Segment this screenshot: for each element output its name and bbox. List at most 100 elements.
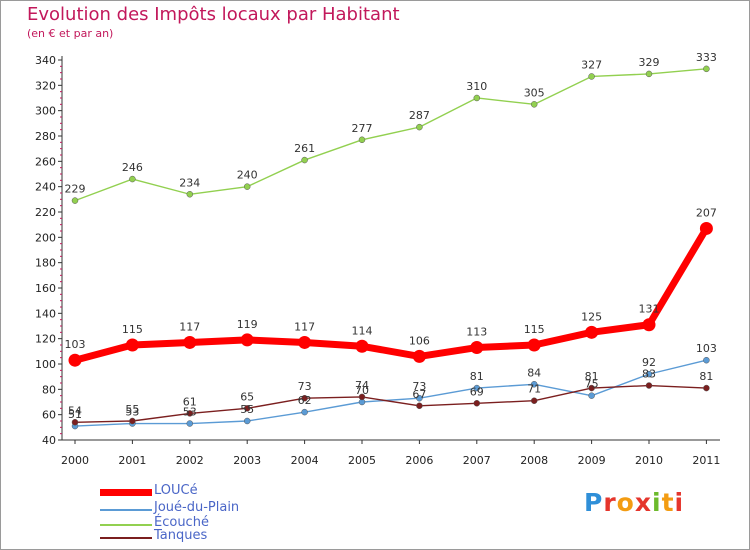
data-point-loucé xyxy=(240,333,254,347)
legend-swatch-loucé xyxy=(100,489,152,496)
data-label-loucé: 114 xyxy=(352,324,373,337)
data-label-joue: 51 xyxy=(68,408,82,421)
data-label-joue: 92 xyxy=(642,356,656,369)
x-tick-label: 2006 xyxy=(405,454,433,467)
x-tick-label: 2003 xyxy=(233,454,261,467)
x-tick-label: 2000 xyxy=(61,454,89,467)
data-label-ecouche: 229 xyxy=(65,183,86,196)
axes: 40 60 80 100 120 140 160 180 200 220 240 260 280 300 3… xyxy=(35,54,720,467)
chart-subtitle: (en € et par an) xyxy=(27,27,114,40)
x-tick-label: 2002 xyxy=(176,454,204,467)
data-point-joue xyxy=(530,381,538,388)
x-tick-label: 2005 xyxy=(348,454,376,467)
data-label-ecouche: 240 xyxy=(237,169,258,182)
data-label-loucé: 113 xyxy=(466,326,487,339)
y-tick-label: 240 xyxy=(35,181,56,194)
x-tick-label: 2011 xyxy=(692,454,720,467)
y-tick-label: 100 xyxy=(35,358,56,371)
data-label-ecouche: 310 xyxy=(466,80,487,93)
data-label-tanques: 55 xyxy=(125,403,139,416)
data-label-joue: 84 xyxy=(527,366,541,379)
data-point-ecouche xyxy=(473,94,481,102)
series-layer xyxy=(68,65,713,430)
data-point-joue xyxy=(243,417,251,425)
data-label-ecouche: 329 xyxy=(639,56,660,69)
y-tick-label: 200 xyxy=(35,231,56,244)
data-label-loucé: 117 xyxy=(294,320,315,333)
y-tick-label: 60 xyxy=(42,409,56,422)
data-point-ecouche xyxy=(71,197,79,204)
proxiti-logo: Proxiti xyxy=(584,488,685,517)
data-point-loucé xyxy=(412,349,426,363)
data-point-loucé xyxy=(355,339,369,353)
y-tick-label: 220 xyxy=(35,206,56,219)
data-point-loucé xyxy=(183,335,197,349)
data-label-loucé: 115 xyxy=(122,323,143,336)
data-point-loucé xyxy=(585,325,599,339)
data-point-loucé xyxy=(125,338,139,352)
data-point-tanques xyxy=(243,405,251,412)
y-tick-label: 260 xyxy=(35,155,56,168)
data-point-joue xyxy=(588,392,595,399)
data-point-joue xyxy=(473,384,481,392)
data-label-loucé: 115 xyxy=(524,323,545,336)
data-label-loucé: 106 xyxy=(409,334,430,347)
data-label-loucé: 117 xyxy=(179,320,200,333)
data-label-ecouche: 327 xyxy=(581,58,602,71)
data-label-ecouche: 234 xyxy=(179,176,200,189)
chart-title: Evolution des Impôts locaux par Habitant xyxy=(27,4,400,25)
x-tick-label: 2009 xyxy=(578,454,606,467)
data-label-loucé: 103 xyxy=(65,338,86,351)
legend-swatch-ecouche xyxy=(100,524,152,526)
x-tick-label: 2008 xyxy=(520,454,548,467)
x-tick-label: 2010 xyxy=(635,454,663,467)
y-tick-label: 340 xyxy=(35,54,56,67)
y-tick-label: 300 xyxy=(35,105,56,118)
data-point-loucé xyxy=(68,353,82,367)
data-label-loucé: 207 xyxy=(696,206,717,219)
data-point-ecouche xyxy=(186,191,194,198)
data-label-tanques: 67 xyxy=(412,388,426,401)
data-label-tanques: 73 xyxy=(298,380,312,393)
data-point-tanques xyxy=(301,394,308,402)
data-point-loucé xyxy=(527,338,541,352)
data-label-tanques: 65 xyxy=(240,390,254,403)
y-tick-label: 320 xyxy=(35,79,56,92)
y-tick-label: 80 xyxy=(42,383,56,396)
data-label-tanques: 54 xyxy=(68,404,82,417)
data-point-joue xyxy=(186,420,194,427)
data-label-loucé: 125 xyxy=(581,310,602,323)
data-point-tanques xyxy=(358,393,366,401)
data-point-ecouche xyxy=(129,175,136,183)
data-label-joue: 73 xyxy=(412,380,426,393)
data-point-ecouche xyxy=(358,136,366,144)
data-label-tanques: 83 xyxy=(642,368,656,381)
data-label-loucé: 131 xyxy=(639,303,660,316)
data-label-tanques: 71 xyxy=(527,383,541,396)
y-tick-label: 120 xyxy=(35,333,56,346)
data-point-tanques xyxy=(473,400,481,407)
y-tick-label: 280 xyxy=(35,130,56,143)
y-tick-label: 140 xyxy=(35,307,56,320)
data-point-loucé xyxy=(699,221,713,235)
y-tick-label: 40 xyxy=(42,434,56,447)
data-label-tanques: 81 xyxy=(585,370,599,383)
data-point-tanques xyxy=(71,419,79,426)
data-label-tanques: 74 xyxy=(355,379,369,392)
series-line-ecouche xyxy=(74,68,708,202)
data-point-joue xyxy=(301,408,308,416)
legend-swatch-joue xyxy=(100,509,152,511)
legend-swatch-tanques xyxy=(100,537,152,539)
data-label-joue: 55 xyxy=(240,403,254,416)
data-point-joue xyxy=(703,356,710,364)
data-point-ecouche xyxy=(703,65,710,73)
data-label-loucé: 119 xyxy=(237,318,258,331)
data-point-joue xyxy=(645,370,653,378)
data-point-ecouche xyxy=(243,183,251,190)
data-label-tanques: 81 xyxy=(699,370,713,383)
data-point-tanques xyxy=(416,402,423,410)
data-point-ecouche xyxy=(416,123,423,131)
data-label-joue: 53 xyxy=(183,406,197,419)
data-point-ecouche xyxy=(645,70,653,78)
data-label-ecouche: 305 xyxy=(524,86,545,99)
